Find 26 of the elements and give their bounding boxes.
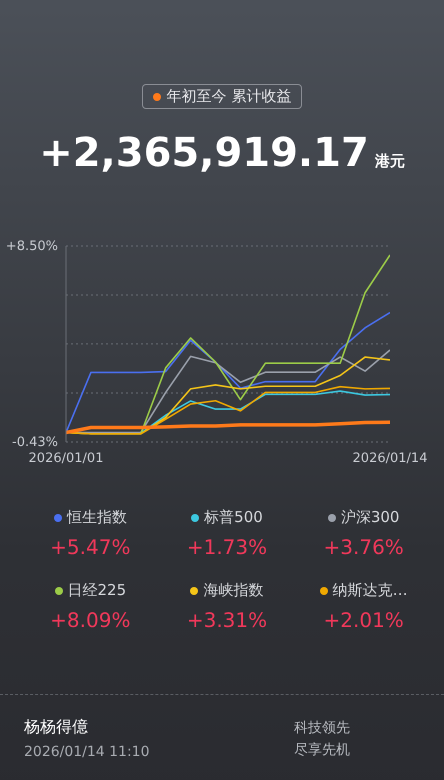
text: +3.31% [186,608,268,632]
text: +1.73% [186,535,268,559]
y-tick-label: -0.43% [12,435,58,450]
text: 尽享先机 [294,741,350,759]
x-tick-label: 2026/01/14 [352,451,428,466]
legend-label: 标普500 [204,508,263,527]
line-series [66,312,390,434]
chart-title: +2,365,919.17 [39,130,369,176]
y-tick-label: +8.50% [6,239,58,254]
line-series [140,390,390,434]
text: 科技领先 [294,719,350,737]
text: +5.47% [50,535,130,559]
legend-label: 海峡指数 [203,581,264,600]
legend-label: 纳斯达克… [332,581,408,600]
x-tick-label: 2026/01/01 [28,451,104,466]
legend-label: 恒生指数 [66,508,127,527]
text: 杨杨得億 [24,717,88,738]
legend-label: 年初至今 累计收益 [166,87,292,106]
text: +8.09% [50,608,130,632]
legend-label: 日经225 [68,581,126,600]
text: 2026/01/14 11:10 [24,744,150,760]
text: +2.01% [324,608,404,632]
legend-label: 沪深300 [340,508,400,527]
line-series [66,420,390,434]
chart-subtitle: 港元 [374,152,405,170]
text: +3.76% [324,535,404,559]
